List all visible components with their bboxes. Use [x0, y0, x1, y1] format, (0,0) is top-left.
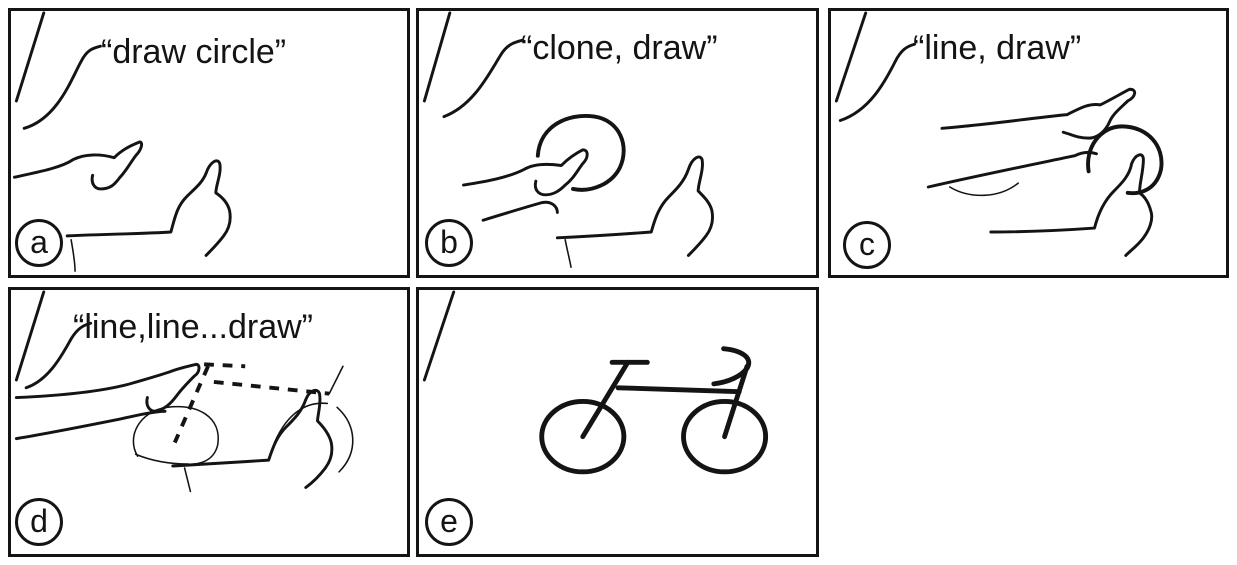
panel-b: “clone, draw” b: [416, 8, 819, 278]
forearm-shade: [949, 182, 1020, 197]
panel-c-label-badge: c: [843, 221, 891, 269]
wrist-crease: [70, 239, 76, 272]
dashed-line-vertical: [172, 365, 210, 444]
dashed-line-top: [204, 362, 246, 369]
display-surface-curve: [22, 44, 102, 130]
pointing-hand-left-lower: [481, 200, 559, 222]
wrist-crease: [183, 467, 192, 493]
bicycle-front-fork: [722, 363, 750, 440]
panel-d-label-badge: d: [15, 498, 63, 546]
panel-a-caption: “draw circle”: [101, 33, 287, 71]
display-surface-curve: [442, 38, 524, 119]
pointing-hand-right: [555, 155, 715, 257]
display-surface-curve: [838, 42, 917, 122]
panel-a: “draw circle” a: [8, 8, 410, 278]
drawn-circle-outline: [535, 113, 626, 192]
drawn-circle-outline: [1086, 124, 1164, 196]
pointing-hand-left: [12, 140, 144, 191]
wrist-crease: [564, 239, 572, 268]
pointing-hand-left: [462, 148, 589, 197]
display-edge: [14, 11, 46, 103]
panel-a-illustration: [12, 11, 232, 272]
bicycle-handlebar: [711, 346, 752, 387]
bicycle-seat-post: [580, 359, 631, 440]
panel-b-illustration: [422, 11, 715, 268]
panel-d-illustration: [14, 290, 354, 493]
panel-b-caption: “clone, draw”: [521, 29, 718, 67]
partial-circle-sketch: [132, 405, 219, 466]
display-surface-curve: [24, 321, 93, 390]
swirl-stroke-left: [273, 402, 329, 444]
display-edge: [422, 290, 456, 382]
swirl-stroke-right: [336, 406, 354, 473]
panel-c-illustration: [834, 11, 1164, 257]
pointing-hand-lower: [989, 153, 1154, 257]
wrist-arc-left: [134, 453, 190, 465]
bicycle-top-tube: [615, 385, 742, 395]
pointing-hand-left: [14, 362, 201, 413]
bicycle-rear-wheel: [539, 399, 627, 475]
panel-e-label-badge: e: [425, 498, 473, 546]
panel-c-caption: “line, draw”: [913, 29, 1082, 67]
bicycle-front-wheel: [681, 399, 769, 475]
panel-d: “line,line...draw” d: [8, 287, 410, 557]
pointing-hand-upper-lower: [926, 151, 1098, 189]
display-edge: [422, 11, 452, 103]
panel-e: e: [416, 287, 819, 557]
pointing-hand-left-lower: [14, 409, 167, 441]
panel-c: “line, draw” c: [828, 8, 1229, 278]
panel-b-label-badge: b: [425, 219, 473, 267]
pointing-hand-upper: [940, 87, 1137, 140]
pointing-hand-right: [171, 388, 334, 489]
guide-stroke: [328, 365, 344, 395]
pointing-hand-right: [65, 159, 232, 257]
display-edge: [834, 11, 868, 103]
display-edge: [14, 290, 46, 382]
panel-a-label-badge: a: [15, 219, 63, 267]
panel-e-illustration: [422, 290, 769, 475]
panel-d-caption: “line,line...draw”: [73, 308, 313, 346]
